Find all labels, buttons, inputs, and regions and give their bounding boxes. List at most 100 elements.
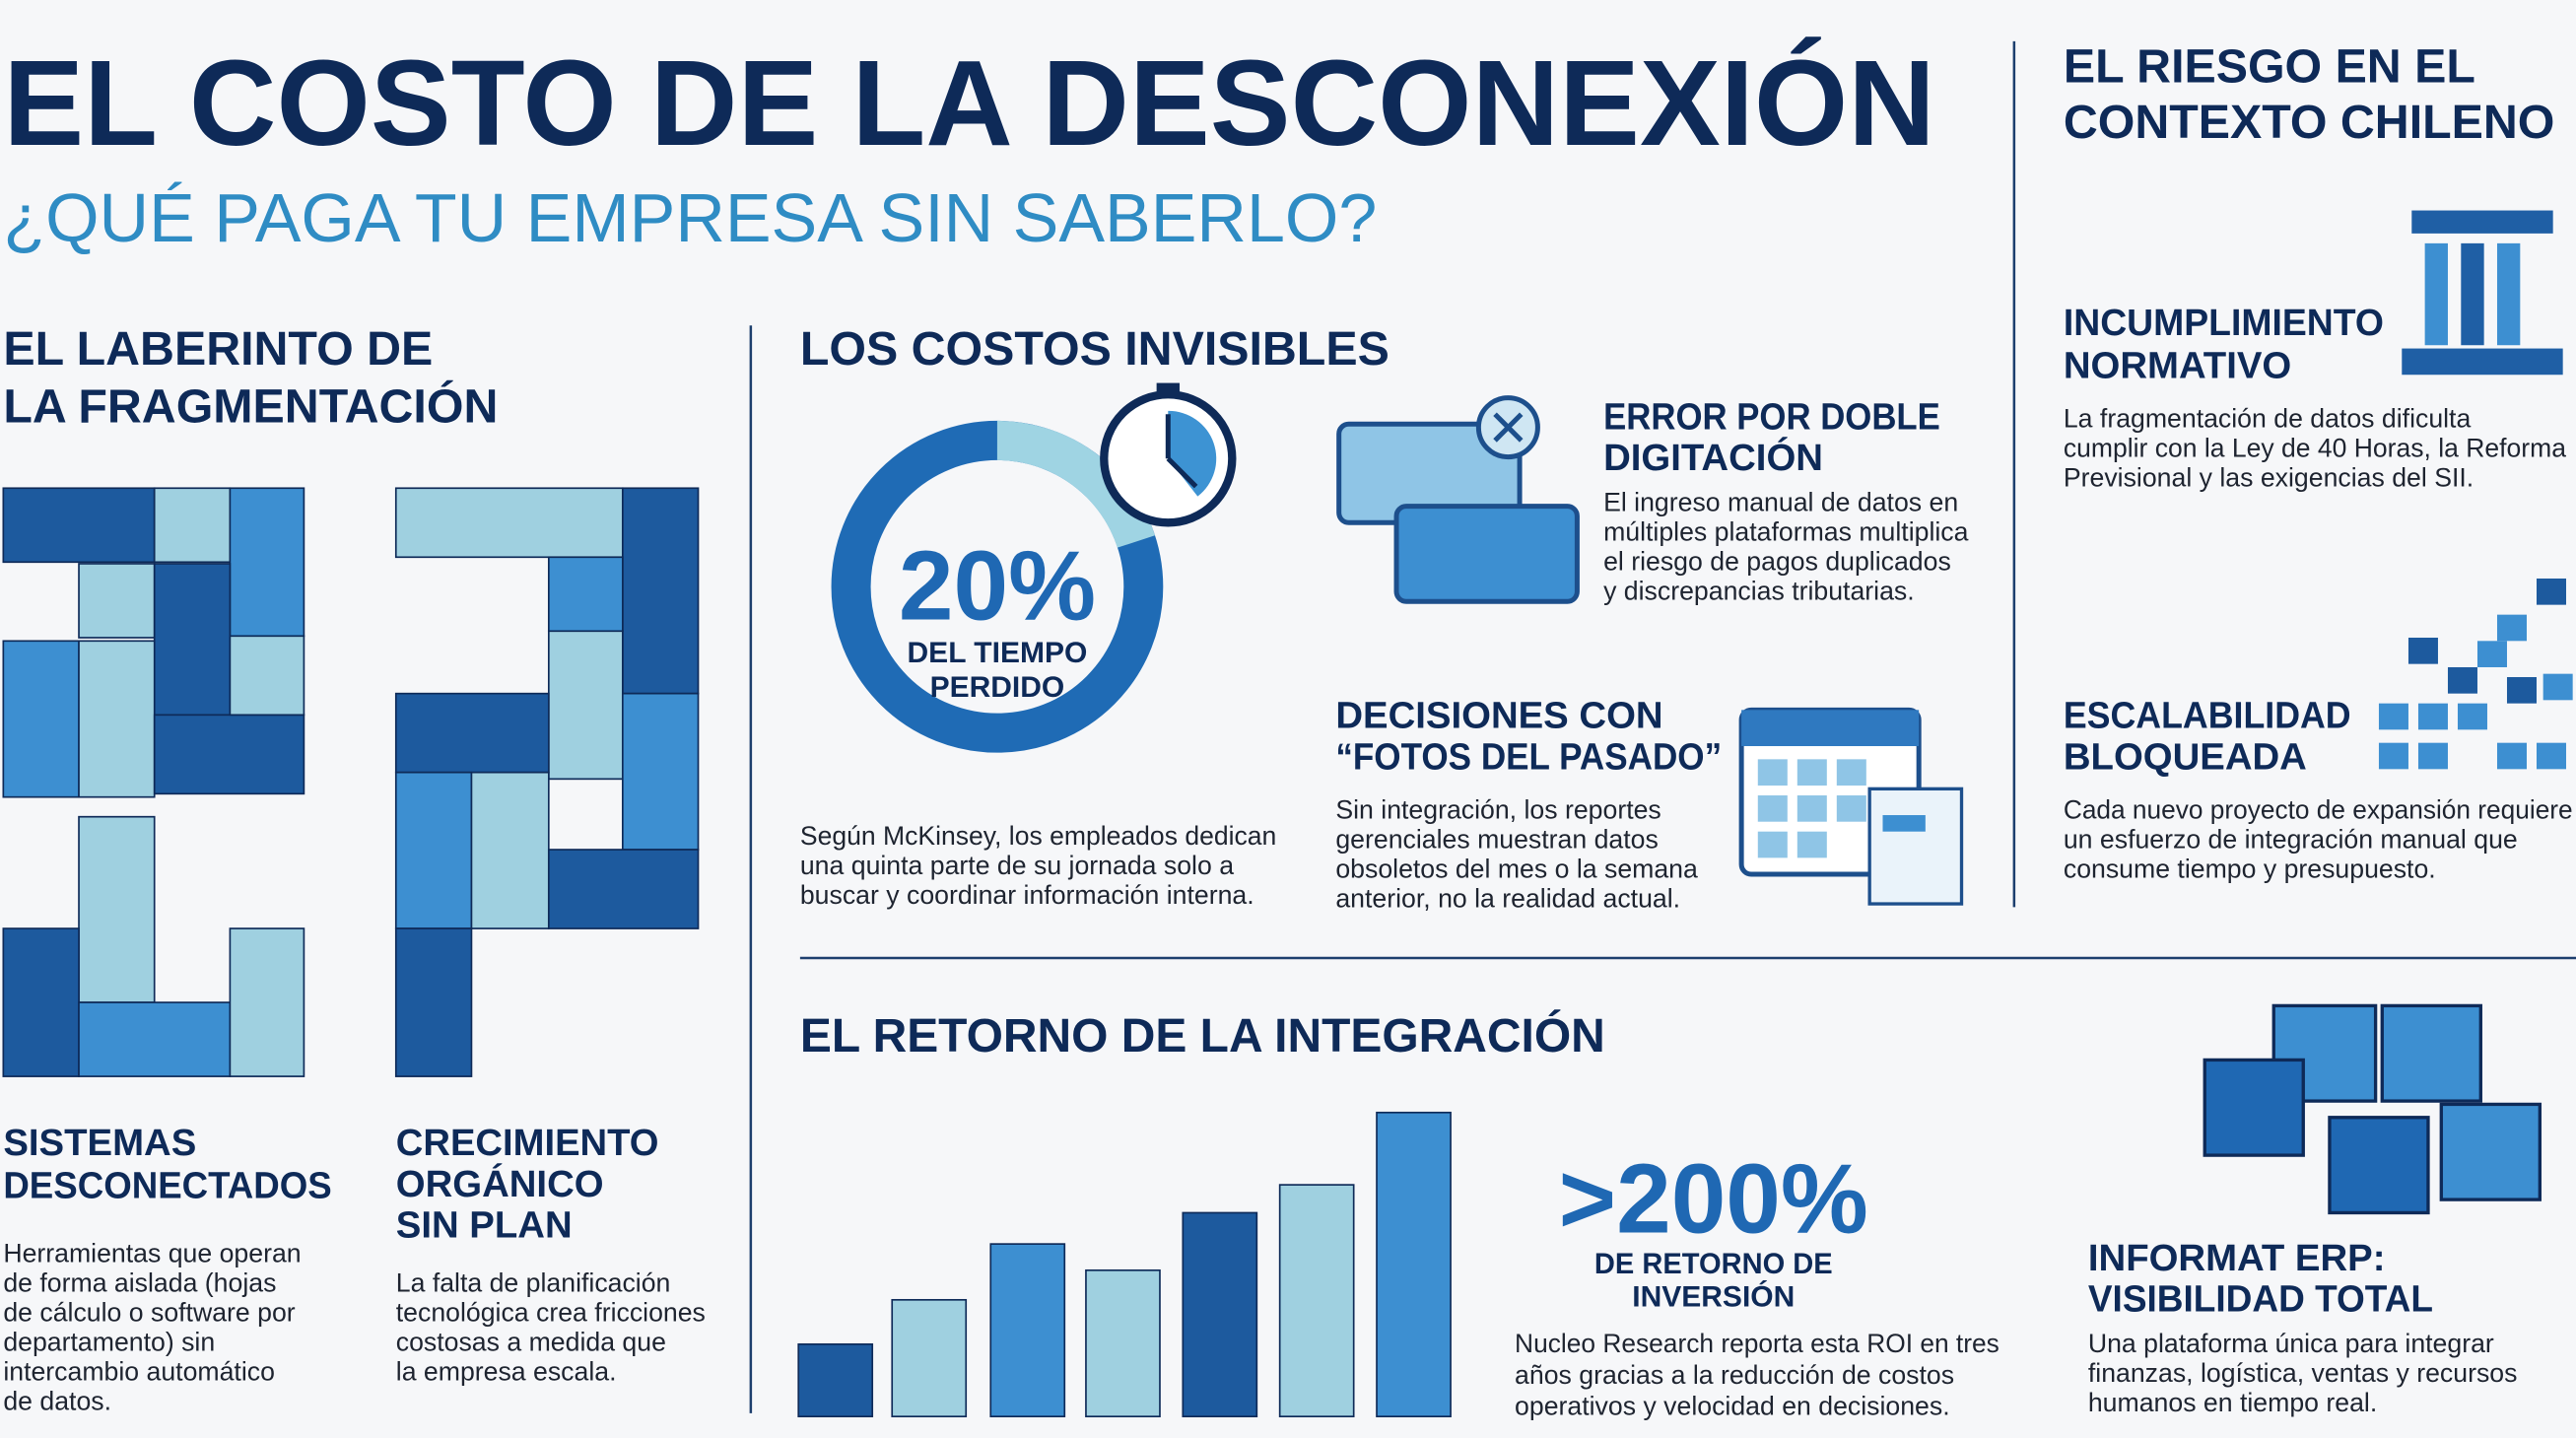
maze-tile <box>621 692 700 851</box>
item-text: buscar y coordinar información interna. <box>800 880 1254 910</box>
bar-illustration <box>989 1243 1066 1418</box>
maze-tile <box>153 563 232 717</box>
maze-tile <box>78 640 156 798</box>
section-heading: EL LABERINTO DE <box>3 322 433 376</box>
calendar-cell <box>1796 759 1827 787</box>
stat-label: INVERSIÓN <box>1632 1279 1795 1313</box>
keyboard-icon <box>1336 395 1580 604</box>
item-text: costosas a medida que <box>396 1327 666 1356</box>
pixel-tile <box>2447 666 2477 694</box>
maze-tile <box>78 563 156 639</box>
bar-illustration <box>1085 1268 1161 1418</box>
item-text: una quinta parte de su jornada solo a <box>800 851 1234 880</box>
pixel-tile <box>2536 742 2566 770</box>
pixel-tile <box>2536 578 2566 605</box>
maze-tile <box>2 640 80 798</box>
maze-tile <box>153 487 232 564</box>
item-text: gerenciales muestran datos <box>1335 824 1658 854</box>
pixel-tile <box>2476 641 2507 667</box>
item-title: CRECIMIENTO <box>396 1122 659 1164</box>
stat-label: PERDIDO <box>930 671 1065 704</box>
pixel-tile <box>2496 614 2527 642</box>
bar-illustration <box>1182 1211 1258 1418</box>
item-title: SIN PLAN <box>396 1203 573 1246</box>
item-title: DIGITACIÓN <box>1603 436 1823 479</box>
item-text: Cada nuevo proyecto de expansión requier… <box>2064 794 2573 824</box>
item-text: Herramientas que operan <box>3 1238 301 1267</box>
maze-tile <box>547 630 624 781</box>
item-text: La fragmentación de datos dificulta <box>2064 404 2472 434</box>
item-title: ESCALABILIDAD <box>2064 695 2351 737</box>
calendar-cell <box>1757 795 1788 822</box>
cube-network-icon <box>2203 1003 2542 1215</box>
item-title: ERROR POR DOBLE <box>1603 395 1940 438</box>
item-text: operativos y velocidad en decisiones. <box>1515 1392 1950 1421</box>
maze-tile <box>394 692 550 774</box>
calendar-cell <box>1836 795 1866 822</box>
calendar-icon <box>1738 707 1964 906</box>
item-text: consume tiempo y presupuesto. <box>2064 854 2436 883</box>
pixel-tile <box>2407 637 2438 664</box>
title: EL COSTO DE LA DESCONEXIÓN <box>3 35 1935 171</box>
item-title: DECISIONES CON <box>1335 695 1662 737</box>
item-title: “FOTOS DEL PASADO” <box>1335 735 1722 778</box>
pixel-tile <box>2417 703 2448 730</box>
stat-value: >200% <box>1559 1143 1868 1254</box>
item-text: el riesgo de pagos duplicados <box>1603 547 1951 577</box>
calendar-cell <box>1796 795 1827 822</box>
item-text: la empresa escala. <box>396 1357 617 1387</box>
item-title: INCUMPLIMIENTO <box>2064 302 2384 344</box>
item-text: Sin integración, los reportes <box>1335 794 1661 824</box>
item-text: El ingreso manual de datos en <box>1603 488 1958 517</box>
maze-tile <box>394 927 473 1077</box>
item-text: un esfuerzo de integración manual que <box>2064 824 2518 854</box>
maze-tile <box>229 635 305 717</box>
maze-tile <box>229 927 305 1077</box>
item-text: Nucleo Research reporta esta ROI en tres <box>1515 1329 2000 1358</box>
pixel-tile <box>2542 673 2573 701</box>
stat-value: 20% <box>899 531 1096 642</box>
pixel-tile <box>2417 742 2448 770</box>
maze-tile <box>547 849 700 929</box>
pixel-tile <box>2506 676 2537 704</box>
section-heading: EL RETORNO DE LA INTEGRACIÓN <box>800 1008 1605 1062</box>
item-text: intercambio automático <box>3 1357 275 1387</box>
maze-tile <box>470 771 550 929</box>
item-text: departamento) sin <box>3 1327 215 1356</box>
pixel-tile <box>2378 742 2408 770</box>
maze-tile <box>394 487 624 559</box>
bar-illustration <box>891 1298 968 1418</box>
item-text: de cálculo o software por <box>3 1297 295 1327</box>
bar-illustration <box>797 1342 874 1418</box>
stat-label: DE RETORNO DE <box>1594 1248 1833 1280</box>
item-text: de datos. <box>3 1387 111 1416</box>
maze-tile <box>2 927 80 1077</box>
law-icon <box>2402 210 2563 376</box>
item-text: tecnológica crea fricciones <box>396 1297 706 1327</box>
maze-tile <box>78 815 156 1003</box>
section-heading: EL RIESGO EN EL <box>2064 40 2475 94</box>
item-text: de forma aislada (hojas <box>3 1267 276 1297</box>
bar-illustration <box>1376 1111 1452 1418</box>
pixel-tile <box>2496 742 2527 770</box>
item-text: humanos en tiempo real. <box>2088 1388 2377 1417</box>
donut-icon <box>831 382 1237 753</box>
item-text: obsoletos del mes o la semana <box>1335 854 1698 883</box>
item-title: NORMATIVO <box>2064 345 2291 387</box>
item-text: La falta de planificación <box>396 1267 671 1297</box>
maze-tile <box>78 1001 232 1077</box>
pixel-tile <box>2378 703 2408 730</box>
item-title: DESCONECTADOS <box>3 1164 331 1206</box>
item-text: Una plataforma única para integrar <box>2088 1329 2494 1358</box>
maze-tile <box>547 556 624 633</box>
item-title: INFORMAT ERP: <box>2088 1237 2386 1279</box>
subtitle: ¿QUÉ PAGA TU EMPRESA SIN SABERLO? <box>3 179 1377 256</box>
maze-tile <box>394 771 473 929</box>
item-text: Previsional y las exigencias del SII. <box>2064 463 2474 493</box>
item-text: múltiples plataformas multiplica <box>1603 517 1969 547</box>
item-text: Según McKinsey, los empleados dedican <box>800 821 1276 851</box>
pixel-tile <box>2457 703 2487 730</box>
item-title: VISIBILIDAD TOTAL <box>2088 1277 2433 1320</box>
